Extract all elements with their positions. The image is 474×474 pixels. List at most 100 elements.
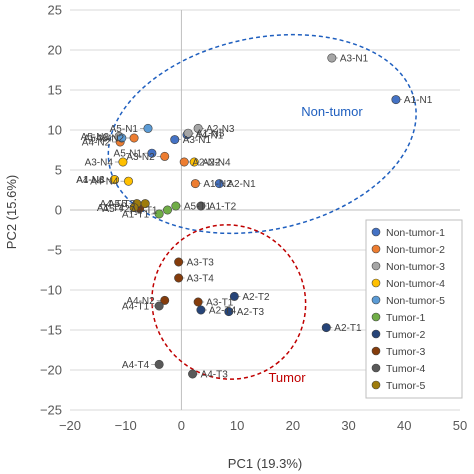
data-point <box>129 133 139 143</box>
data-point-label: A5-N4 <box>83 134 112 145</box>
data-point-label: A5-N2 <box>96 134 125 145</box>
data-point-label: A4-T3 <box>201 370 229 381</box>
data-point <box>179 157 189 167</box>
data-point <box>327 53 337 63</box>
data-point-label: A3-T1 <box>206 298 234 309</box>
data-point-label: A1-T2 <box>209 202 237 213</box>
legend-entry: Tumor-4 <box>386 363 425 375</box>
tumor-ellipse <box>151 224 307 380</box>
data-point <box>170 135 180 145</box>
data-point <box>189 157 199 167</box>
data-point-label: A4-N3 <box>76 175 105 186</box>
data-point-label: A1-N2 <box>203 179 232 190</box>
data-point-label: A1-T1 <box>122 210 150 221</box>
y-tick-label: 5 <box>55 163 62 178</box>
data-point <box>229 291 239 301</box>
data-point <box>140 199 150 209</box>
legend-entry: Tumor-2 <box>386 329 425 341</box>
data-point <box>147 148 157 158</box>
data-point <box>117 133 127 143</box>
legend-marker <box>371 227 381 237</box>
y-tick-label: 25 <box>48 3 62 18</box>
data-point-label: A2-N1 <box>227 179 256 190</box>
data-point <box>196 201 206 211</box>
data-point-label: A1-N1 <box>404 95 433 106</box>
data-point <box>160 295 170 305</box>
data-point-label: A2-N2 <box>192 158 221 169</box>
data-point-label: A5-T3 <box>108 199 136 210</box>
y-axis-title: PC2 (15.6%) <box>4 175 19 249</box>
data-points <box>110 53 401 379</box>
y-tick-label: −25 <box>40 403 62 418</box>
legend-marker <box>371 261 381 271</box>
data-point-label: A5-T2 <box>102 204 130 215</box>
y-tick-label: −10 <box>40 283 62 298</box>
legend-marker <box>371 380 381 390</box>
data-point <box>174 257 184 267</box>
data-point-label: A3-N2 <box>126 152 155 163</box>
data-point-label: A3-N4 <box>85 158 114 169</box>
data-point <box>321 323 331 333</box>
data-point <box>193 297 203 307</box>
legend-marker <box>371 346 381 356</box>
data-point <box>224 307 234 317</box>
data-point-label: A4-N1 <box>195 130 224 141</box>
data-point-label: A5-N1 <box>114 149 143 160</box>
data-point-label: A4-N2 <box>126 296 155 307</box>
data-point-label: A2-T1 <box>130 206 158 217</box>
x-tick-label: 20 <box>286 418 300 433</box>
data-point <box>143 123 153 133</box>
data-point-label: A3-T3 <box>187 258 215 269</box>
legend-entry: Non-tumor-2 <box>386 244 445 256</box>
data-point <box>160 151 170 161</box>
data-point <box>118 157 128 167</box>
legend-entry: Non-tumor-5 <box>386 295 445 307</box>
data-point-label: A1-N4 <box>76 175 105 186</box>
legend-marker <box>371 312 381 322</box>
y-tick-label: −20 <box>40 363 62 378</box>
x-axis-title: PC1 (19.3%) <box>228 456 302 471</box>
legend-marker <box>371 363 381 373</box>
legend-entry: Tumor-3 <box>386 346 425 358</box>
legend-entry: Non-tumor-3 <box>386 261 445 273</box>
y-tick-label: 20 <box>48 43 62 58</box>
data-point <box>129 203 139 213</box>
data-point <box>154 209 164 219</box>
legend-marker <box>371 295 381 305</box>
y-tick-label: 15 <box>48 83 62 98</box>
legend-box <box>365 219 463 399</box>
data-point <box>193 123 203 133</box>
data-point <box>124 176 134 186</box>
x-tick-label: −20 <box>59 418 81 433</box>
data-point-label: A2-T2 <box>242 292 270 303</box>
x-tick-label: 10 <box>230 418 244 433</box>
data-point <box>174 273 184 283</box>
data-point <box>214 179 224 189</box>
legend-entry: Tumor-5 <box>386 380 425 392</box>
data-point <box>190 179 200 189</box>
non-tumor-group-label: Non-tumor <box>301 104 363 119</box>
data-point-label: A1-T4 <box>97 203 125 214</box>
point-labels: A1-N1 A2-N1 A3-N1 A4-N1 A5-N1 A1-N2 A2-N2 A3-N2… <box>76 54 432 381</box>
data-point-label: A2-N4 <box>202 158 231 169</box>
data-point <box>154 301 164 311</box>
data-point-label: A4-T4 <box>122 360 150 371</box>
non-tumor-ellipse <box>107 33 417 235</box>
legend-marker <box>371 278 381 288</box>
data-point-label: A5-T1 <box>184 202 212 213</box>
data-point-label: A2-T1 <box>334 323 362 334</box>
data-point-label: A3-N1 <box>340 54 369 65</box>
data-point-label: A4-N2 <box>82 138 111 149</box>
data-point <box>154 359 164 369</box>
data-point-label: A2-T4 <box>209 306 237 317</box>
cluster-ellipses: Non-tumor Tumor <box>107 33 417 385</box>
data-point-label: A4-T1 <box>122 302 150 313</box>
legend-entry: Tumor-1 <box>386 312 425 324</box>
tumor-group-label: Tumor <box>268 370 306 385</box>
y-tick-label: −15 <box>40 323 62 338</box>
data-point-label: A4-T5 <box>100 199 128 210</box>
data-point-label: A3-T4 <box>187 274 215 285</box>
data-point-label: A2-N3 <box>206 124 235 135</box>
data-point-label: A1-N3 <box>196 129 225 140</box>
